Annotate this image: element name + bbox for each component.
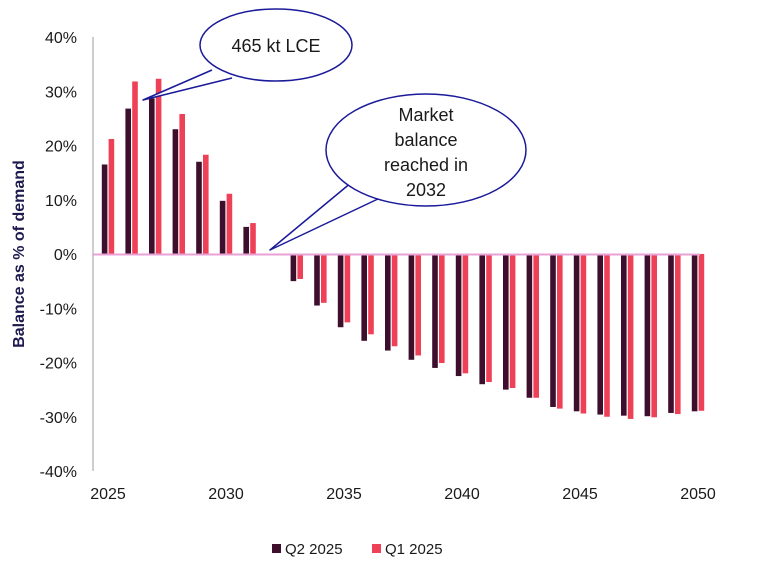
bar-q2-2025-2049 <box>668 254 674 413</box>
callout-market-balance-ellipse <box>325 93 527 207</box>
bar-q2-2025-2044 <box>550 254 556 407</box>
bar-q1-2025-2050 <box>698 254 705 411</box>
bar-q2-2025-2038 <box>408 254 415 360</box>
y-tick-label: 20% <box>45 139 77 156</box>
callout-market-balance-line-1: Market <box>398 105 453 125</box>
bar-q2-2025-2026 <box>125 108 131 254</box>
bar-q2-2025-2040 <box>455 254 462 377</box>
legend-label-q2-2025: Q2 2025 <box>285 541 343 558</box>
bar-q1-2025-2046 <box>604 254 610 417</box>
bar-q1-2025-2034 <box>321 254 327 303</box>
y-tick-labels: 40% 30% 20% 10% 0% -10% -20% -30% -40% <box>40 30 77 481</box>
legend-label-q1-2025: Q1 2025 <box>385 541 443 558</box>
bar-q2-2025-2030 <box>219 200 226 254</box>
bar-q2-2025-2025 <box>101 164 108 254</box>
y-tick-label: 0% <box>54 247 77 264</box>
callout-market-balance-line-2: balance <box>394 130 457 150</box>
bar-q2-2025-2035 <box>337 254 344 328</box>
bar-q2-2025-2037 <box>385 254 391 351</box>
y-tick-label: -40% <box>40 464 77 481</box>
bar-q1-2025-2027 <box>155 78 162 255</box>
y-tick-label: -10% <box>40 301 77 318</box>
callout-market-balance-line-3: reached in <box>384 155 468 175</box>
bar-q1-2025-2048 <box>651 254 657 418</box>
y-axis-label: Balance as % of demand <box>11 160 28 348</box>
bar-q1-2025-2028 <box>179 114 185 254</box>
bars <box>101 78 705 419</box>
callout-market-balance-pointer <box>269 181 381 251</box>
bar-q2-2025-2027 <box>149 98 155 254</box>
bar-q2-2025-2041 <box>479 254 485 385</box>
x-tick-label: 2035 <box>326 486 362 503</box>
bar-q1-2025-2041 <box>486 254 492 383</box>
callout-peak-surplus-bubble <box>142 69 233 101</box>
legend: Q2 2025 Q1 2025 <box>272 541 443 558</box>
bar-q2-2025-2046 <box>597 254 603 415</box>
x-tick-label: 2050 <box>680 486 716 503</box>
x-tick-label: 2045 <box>562 486 598 503</box>
x-tick-label: 2040 <box>444 486 480 503</box>
bar-q1-2025-2025 <box>108 138 115 254</box>
bar-q1-2025-2038 <box>415 254 421 356</box>
x-tick-label: 2025 <box>90 486 126 503</box>
bar-q2-2025-2039 <box>432 254 438 368</box>
bar-q1-2025-2045 <box>580 254 587 414</box>
bar-q1-2025-2030 <box>226 193 233 254</box>
y-tick-label: 10% <box>45 193 77 210</box>
bar-q1-2025-2031 <box>250 223 256 254</box>
bar-q2-2025-2048 <box>644 254 651 417</box>
bar-q2-2025-2042 <box>503 254 509 390</box>
bar-q2-2025-2028 <box>172 129 179 254</box>
bar-q1-2025-2044 <box>557 254 563 409</box>
callout-market-balance: Market balance reached in 2032 <box>269 93 527 251</box>
legend-swatch-q1-2025 <box>372 544 381 553</box>
y-tick-label: -30% <box>40 410 77 427</box>
bar-q2-2025-2036 <box>361 254 367 341</box>
callout-peak-surplus-ellipse <box>199 8 353 82</box>
bar-q1-2025-2039 <box>439 254 445 364</box>
bar-q1-2025-2040 <box>462 254 469 374</box>
bar-q2-2025-2031 <box>243 226 249 255</box>
bar-q1-2025-2049 <box>675 254 681 415</box>
callout-peak-surplus: 465 kt LCE <box>142 8 353 101</box>
bar-q1-2025-2029 <box>203 154 209 254</box>
bar-q1-2025-2047 <box>627 254 634 419</box>
callout-market-balance-line-4: 2032 <box>406 180 446 200</box>
legend-swatch-q2-2025 <box>272 544 281 553</box>
bar-q2-2025-2050 <box>691 254 698 412</box>
y-tick-label: 40% <box>45 30 77 47</box>
bar-q1-2025-2033 <box>297 254 303 279</box>
bar-q2-2025-2033 <box>290 254 297 282</box>
x-tick-labels: 2025 2030 2035 2040 2045 2050 <box>90 486 716 503</box>
bar-q1-2025-2036 <box>368 254 374 335</box>
bar-q2-2025-2029 <box>196 161 202 254</box>
bar-q2-2025-2047 <box>621 254 627 416</box>
bar-q1-2025-2026 <box>132 81 138 254</box>
bar-q1-2025-2035 <box>344 254 351 323</box>
x-tick-label: 2030 <box>208 486 244 503</box>
callout-peak-surplus-text: 465 kt LCE <box>231 36 320 56</box>
bar-q1-2025-2037 <box>391 254 398 347</box>
bar-q1-2025-2042 <box>509 254 516 388</box>
bar-q1-2025-2043 <box>533 254 539 398</box>
y-tick-label: -20% <box>40 356 77 373</box>
bar-q2-2025-2045 <box>573 254 580 412</box>
bar-q2-2025-2043 <box>526 254 533 398</box>
bar-q2-2025-2034 <box>314 254 320 306</box>
y-tick-label: 30% <box>45 84 77 101</box>
